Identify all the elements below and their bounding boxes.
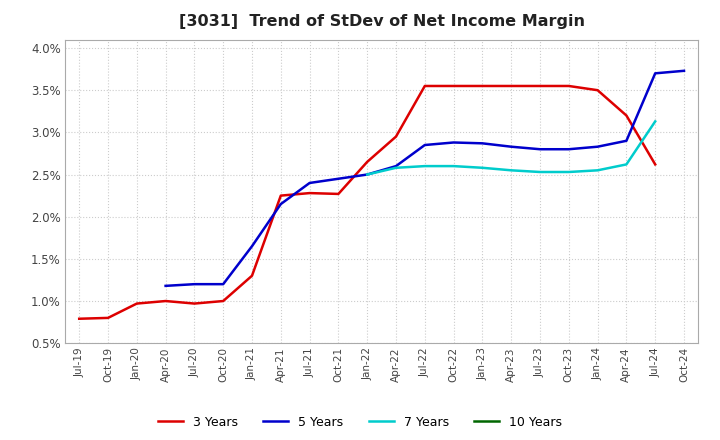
- 3 Years: [420, 83, 429, 88]
- 3 Years: [392, 134, 400, 139]
- 5 Years: [651, 71, 660, 76]
- 7 Years: [564, 169, 573, 175]
- Title: [3031]  Trend of StDev of Net Income Margin: [3031] Trend of StDev of Net Income Marg…: [179, 14, 585, 29]
- 7 Years: [622, 162, 631, 167]
- 3 Years: [75, 316, 84, 321]
- 3 Years: [161, 298, 170, 304]
- 5 Years: [248, 244, 256, 249]
- 7 Years: [507, 168, 516, 173]
- 3 Years: [651, 162, 660, 167]
- Line: 3 Years: 3 Years: [79, 86, 655, 319]
- 3 Years: [305, 191, 314, 196]
- 5 Years: [536, 147, 544, 152]
- 5 Years: [507, 144, 516, 149]
- 7 Years: [478, 165, 487, 170]
- 5 Years: [305, 180, 314, 186]
- 7 Years: [420, 164, 429, 169]
- 5 Years: [680, 68, 688, 73]
- 3 Years: [622, 113, 631, 118]
- 3 Years: [564, 83, 573, 88]
- 5 Years: [478, 141, 487, 146]
- 7 Years: [392, 165, 400, 170]
- 3 Years: [219, 298, 228, 304]
- 5 Years: [219, 282, 228, 287]
- 5 Years: [564, 147, 573, 152]
- 3 Years: [334, 191, 343, 197]
- 5 Years: [334, 176, 343, 181]
- 3 Years: [593, 88, 602, 93]
- 5 Years: [276, 202, 285, 207]
- 3 Years: [449, 83, 458, 88]
- 5 Years: [161, 283, 170, 289]
- 3 Years: [276, 193, 285, 198]
- 3 Years: [536, 83, 544, 88]
- 7 Years: [651, 119, 660, 124]
- 5 Years: [622, 138, 631, 143]
- 5 Years: [190, 282, 199, 287]
- 5 Years: [392, 164, 400, 169]
- 7 Years: [593, 168, 602, 173]
- 3 Years: [478, 83, 487, 88]
- 5 Years: [593, 144, 602, 149]
- 5 Years: [449, 140, 458, 145]
- Legend: 3 Years, 5 Years, 7 Years, 10 Years: 3 Years, 5 Years, 7 Years, 10 Years: [153, 411, 567, 434]
- 3 Years: [104, 315, 112, 320]
- 3 Years: [363, 159, 372, 165]
- 3 Years: [507, 83, 516, 88]
- 3 Years: [248, 273, 256, 279]
- 3 Years: [190, 301, 199, 306]
- Line: 5 Years: 5 Years: [166, 71, 684, 286]
- 5 Years: [420, 143, 429, 148]
- 7 Years: [449, 164, 458, 169]
- 3 Years: [132, 301, 141, 306]
- Line: 7 Years: 7 Years: [367, 121, 655, 175]
- 7 Years: [536, 169, 544, 175]
- 7 Years: [363, 172, 372, 177]
- 5 Years: [363, 172, 372, 177]
